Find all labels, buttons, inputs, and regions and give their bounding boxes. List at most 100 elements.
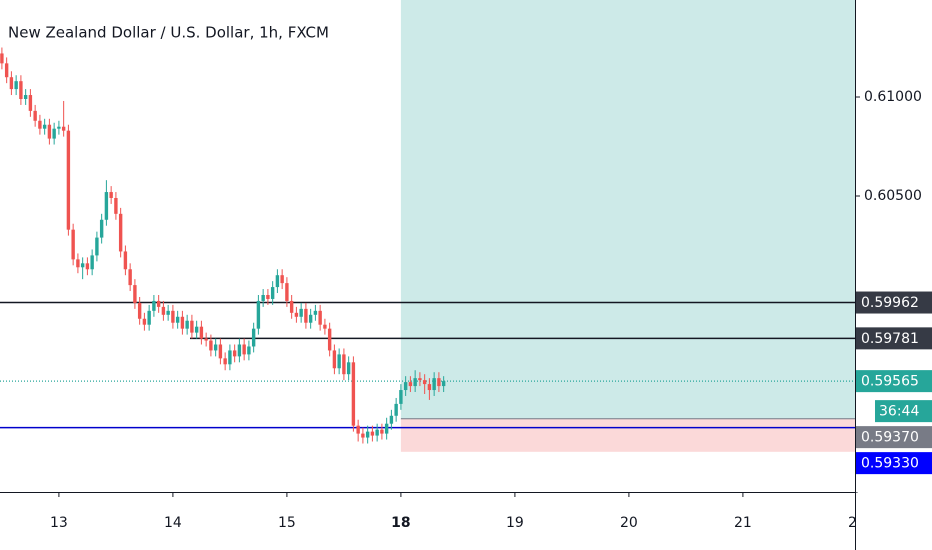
- price-label: 0.59962: [861, 295, 919, 311]
- candle-body: [413, 378, 417, 387]
- position-stop-zone: [400, 418, 855, 452]
- candle-body: [422, 380, 427, 385]
- candle-body: [232, 350, 237, 357]
- candle-body: [299, 308, 303, 317]
- candle-body: [432, 378, 436, 391]
- candle-body: [9, 77, 14, 90]
- candle-body: [261, 295, 265, 301]
- candle-body: [166, 310, 170, 315]
- candle-body: [142, 318, 147, 325]
- candle-body: [384, 423, 389, 434]
- candle-body: [351, 362, 356, 426]
- x-tick-label: 20: [620, 515, 638, 531]
- candle-body: [118, 213, 123, 252]
- price-label-box: [856, 370, 932, 393]
- candle-body: [394, 403, 398, 416]
- candle-body: [380, 429, 384, 434]
- candle-body: [57, 126, 61, 129]
- x-tick-label: 19: [506, 515, 524, 531]
- x-tick-label: 15: [278, 515, 296, 531]
- candle-body: [313, 310, 318, 315]
- candle-body: [199, 326, 204, 339]
- candle-body: [114, 197, 118, 214]
- candle-body: [346, 362, 351, 375]
- candle-body: [14, 81, 18, 90]
- candle-body: [204, 338, 208, 341]
- y-tick-label: 0.60500: [864, 188, 922, 204]
- countdown: 36:44: [879, 404, 919, 420]
- candle-body: [375, 429, 379, 436]
- candle-body: [42, 124, 47, 129]
- candle-body: [318, 310, 322, 325]
- chart-title: New Zealand Dollar / U.S. Dollar, 1h, FX…: [8, 24, 329, 42]
- candle-body: [327, 328, 332, 351]
- candle-body: [399, 390, 403, 404]
- candle-body: [123, 251, 128, 270]
- candle-body: [275, 275, 280, 288]
- price-label: 0.59781: [861, 331, 919, 347]
- candle-body: [175, 316, 180, 323]
- candle-body: [61, 126, 66, 131]
- candle-body: [389, 415, 394, 424]
- candle-body: [342, 354, 346, 375]
- price-label-box: [856, 291, 932, 314]
- candle-body: [323, 324, 327, 329]
- candle-body: [109, 192, 113, 198]
- candle-body: [256, 300, 261, 329]
- candle-body: [251, 328, 256, 347]
- candle-body: [4, 63, 9, 78]
- candle-body: [128, 269, 132, 286]
- price-axis-cover: [856, 493, 932, 550]
- candle-body: [332, 350, 337, 369]
- candle-body: [194, 326, 199, 333]
- candle-body: [133, 285, 137, 303]
- candle-body: [152, 300, 156, 311]
- x-tick-label: 14: [164, 515, 182, 531]
- candle-body: [90, 255, 94, 270]
- candle-body: [19, 81, 23, 99]
- candle-body: [99, 219, 104, 238]
- candle-body: [218, 344, 223, 359]
- candle-body: [427, 384, 432, 391]
- candle-body: [147, 310, 151, 325]
- candle-body: [161, 306, 166, 315]
- candle-body: [365, 431, 370, 438]
- candle-body: [0, 53, 4, 64]
- candle-body: [242, 344, 246, 355]
- candle-body: [171, 310, 175, 323]
- candle-body: [47, 124, 52, 139]
- candle-body: [180, 316, 185, 329]
- plot-area: [0, 0, 855, 452]
- candle-body: [71, 229, 75, 260]
- candle-body: [104, 192, 109, 220]
- candle-body: [403, 382, 408, 391]
- candle-body: [156, 300, 161, 307]
- candle-body: [280, 275, 284, 284]
- x-tick-label: 13: [50, 515, 68, 531]
- x-tick-label: 21: [734, 515, 752, 531]
- candle-body: [28, 95, 33, 111]
- candle-body: [213, 344, 218, 351]
- candle-body: [285, 283, 289, 301]
- candle-body: [304, 308, 308, 323]
- y-tick-label: 0.61000: [864, 89, 922, 105]
- countdown-box: [875, 400, 932, 423]
- candle-body: [437, 378, 441, 387]
- price-label-box: [856, 426, 932, 449]
- candle-body: [209, 340, 213, 351]
- position-target-zone: [400, 0, 855, 419]
- price-label-box: [856, 452, 932, 475]
- candle-body: [361, 433, 365, 438]
- candle-body: [38, 120, 42, 129]
- candle-body: [76, 259, 80, 268]
- candle-body: [337, 354, 341, 369]
- candle-body: [80, 263, 85, 268]
- candle-body: [190, 320, 194, 333]
- candle-body: [223, 358, 227, 365]
- candle-body: [247, 346, 251, 355]
- price-label: 0.59565: [861, 374, 919, 390]
- candle-body: [408, 382, 413, 387]
